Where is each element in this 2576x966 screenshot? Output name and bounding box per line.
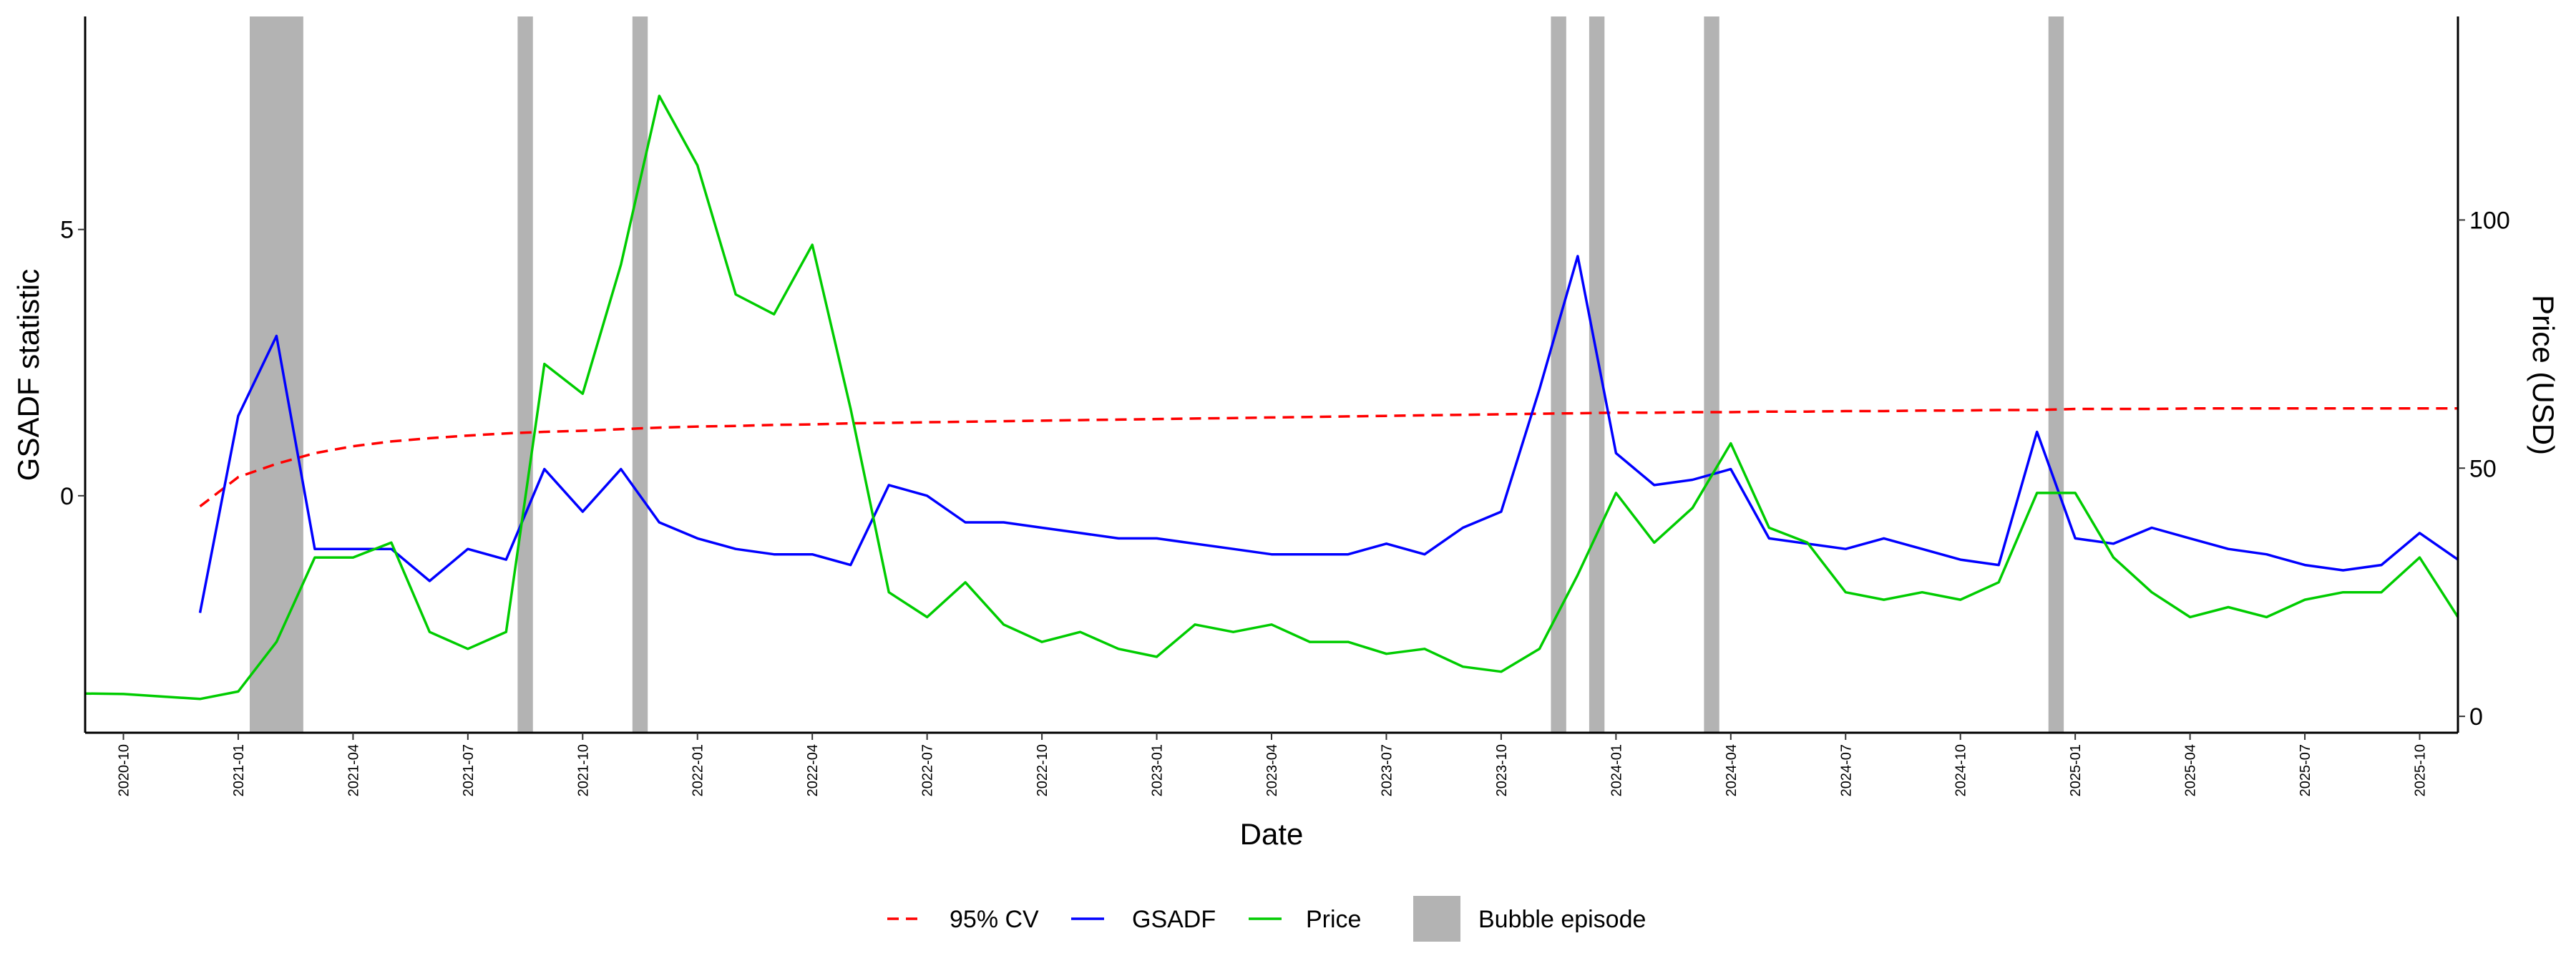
bubble-episode — [632, 16, 648, 733]
y2-tick-label: 100 — [2469, 207, 2510, 234]
x-tick-label: 2023-04 — [1264, 744, 1280, 796]
y2-tick-label: 0 — [2469, 703, 2483, 731]
bubble-episode — [517, 16, 533, 733]
x-tick-label: 2025-10 — [2413, 744, 2429, 796]
y-axis-title: GSADF statistic — [11, 269, 45, 481]
legend-label: GSADF — [1132, 906, 1216, 933]
bubble-episode — [2048, 16, 2064, 733]
x-tick-label: 2025-04 — [2183, 744, 2199, 796]
x-tick-label: 2022-10 — [1035, 744, 1050, 796]
x-tick-label: 2025-01 — [2068, 744, 2084, 796]
x-tick-label: 2022-07 — [920, 744, 936, 796]
x-tick-label: 2021-07 — [461, 744, 477, 796]
line-series — [84, 94, 2459, 701]
x-tick-label: 2021-10 — [575, 744, 591, 796]
bubble-episode — [1551, 16, 1566, 733]
y-tick-label: 5 — [60, 217, 74, 244]
x-tick-label: 2023-07 — [1379, 744, 1395, 796]
y2-axis-title: Price (USD) — [2527, 295, 2560, 455]
x-tick-label: 2022-04 — [805, 744, 821, 796]
y2-tick-label: 50 — [2469, 455, 2497, 482]
x-axis-title: Date — [1240, 817, 1304, 851]
line-series — [198, 255, 2459, 613]
x-tick-label: 2021-01 — [231, 744, 247, 796]
x-tick-label: 2023-10 — [1494, 744, 1510, 796]
x-tick-label: 2024-07 — [1838, 744, 1854, 796]
line-series — [199, 407, 2458, 508]
legend-swatch — [1413, 896, 1460, 942]
bubble-episode — [1704, 16, 1719, 733]
x-tick-label: 2024-01 — [1609, 744, 1624, 796]
y-tick-label: 0 — [60, 483, 74, 510]
x-tick-label: 2022-01 — [691, 744, 706, 796]
legend-label: Price — [1306, 906, 1361, 933]
x-tick-label: 2024-10 — [1953, 744, 1969, 796]
bubble-episode — [1589, 16, 1605, 733]
legend-label: Bubble episode — [1478, 906, 1646, 933]
x-tick-label: 2024-04 — [1724, 744, 1740, 796]
legend-label: 95% CV — [950, 906, 1039, 933]
x-tick-label: 2021-04 — [346, 744, 361, 796]
x-tick-label: 2025-07 — [2298, 744, 2313, 796]
x-tick-label: 2023-01 — [1150, 744, 1166, 796]
x-tick-label: 2020-10 — [116, 744, 132, 796]
